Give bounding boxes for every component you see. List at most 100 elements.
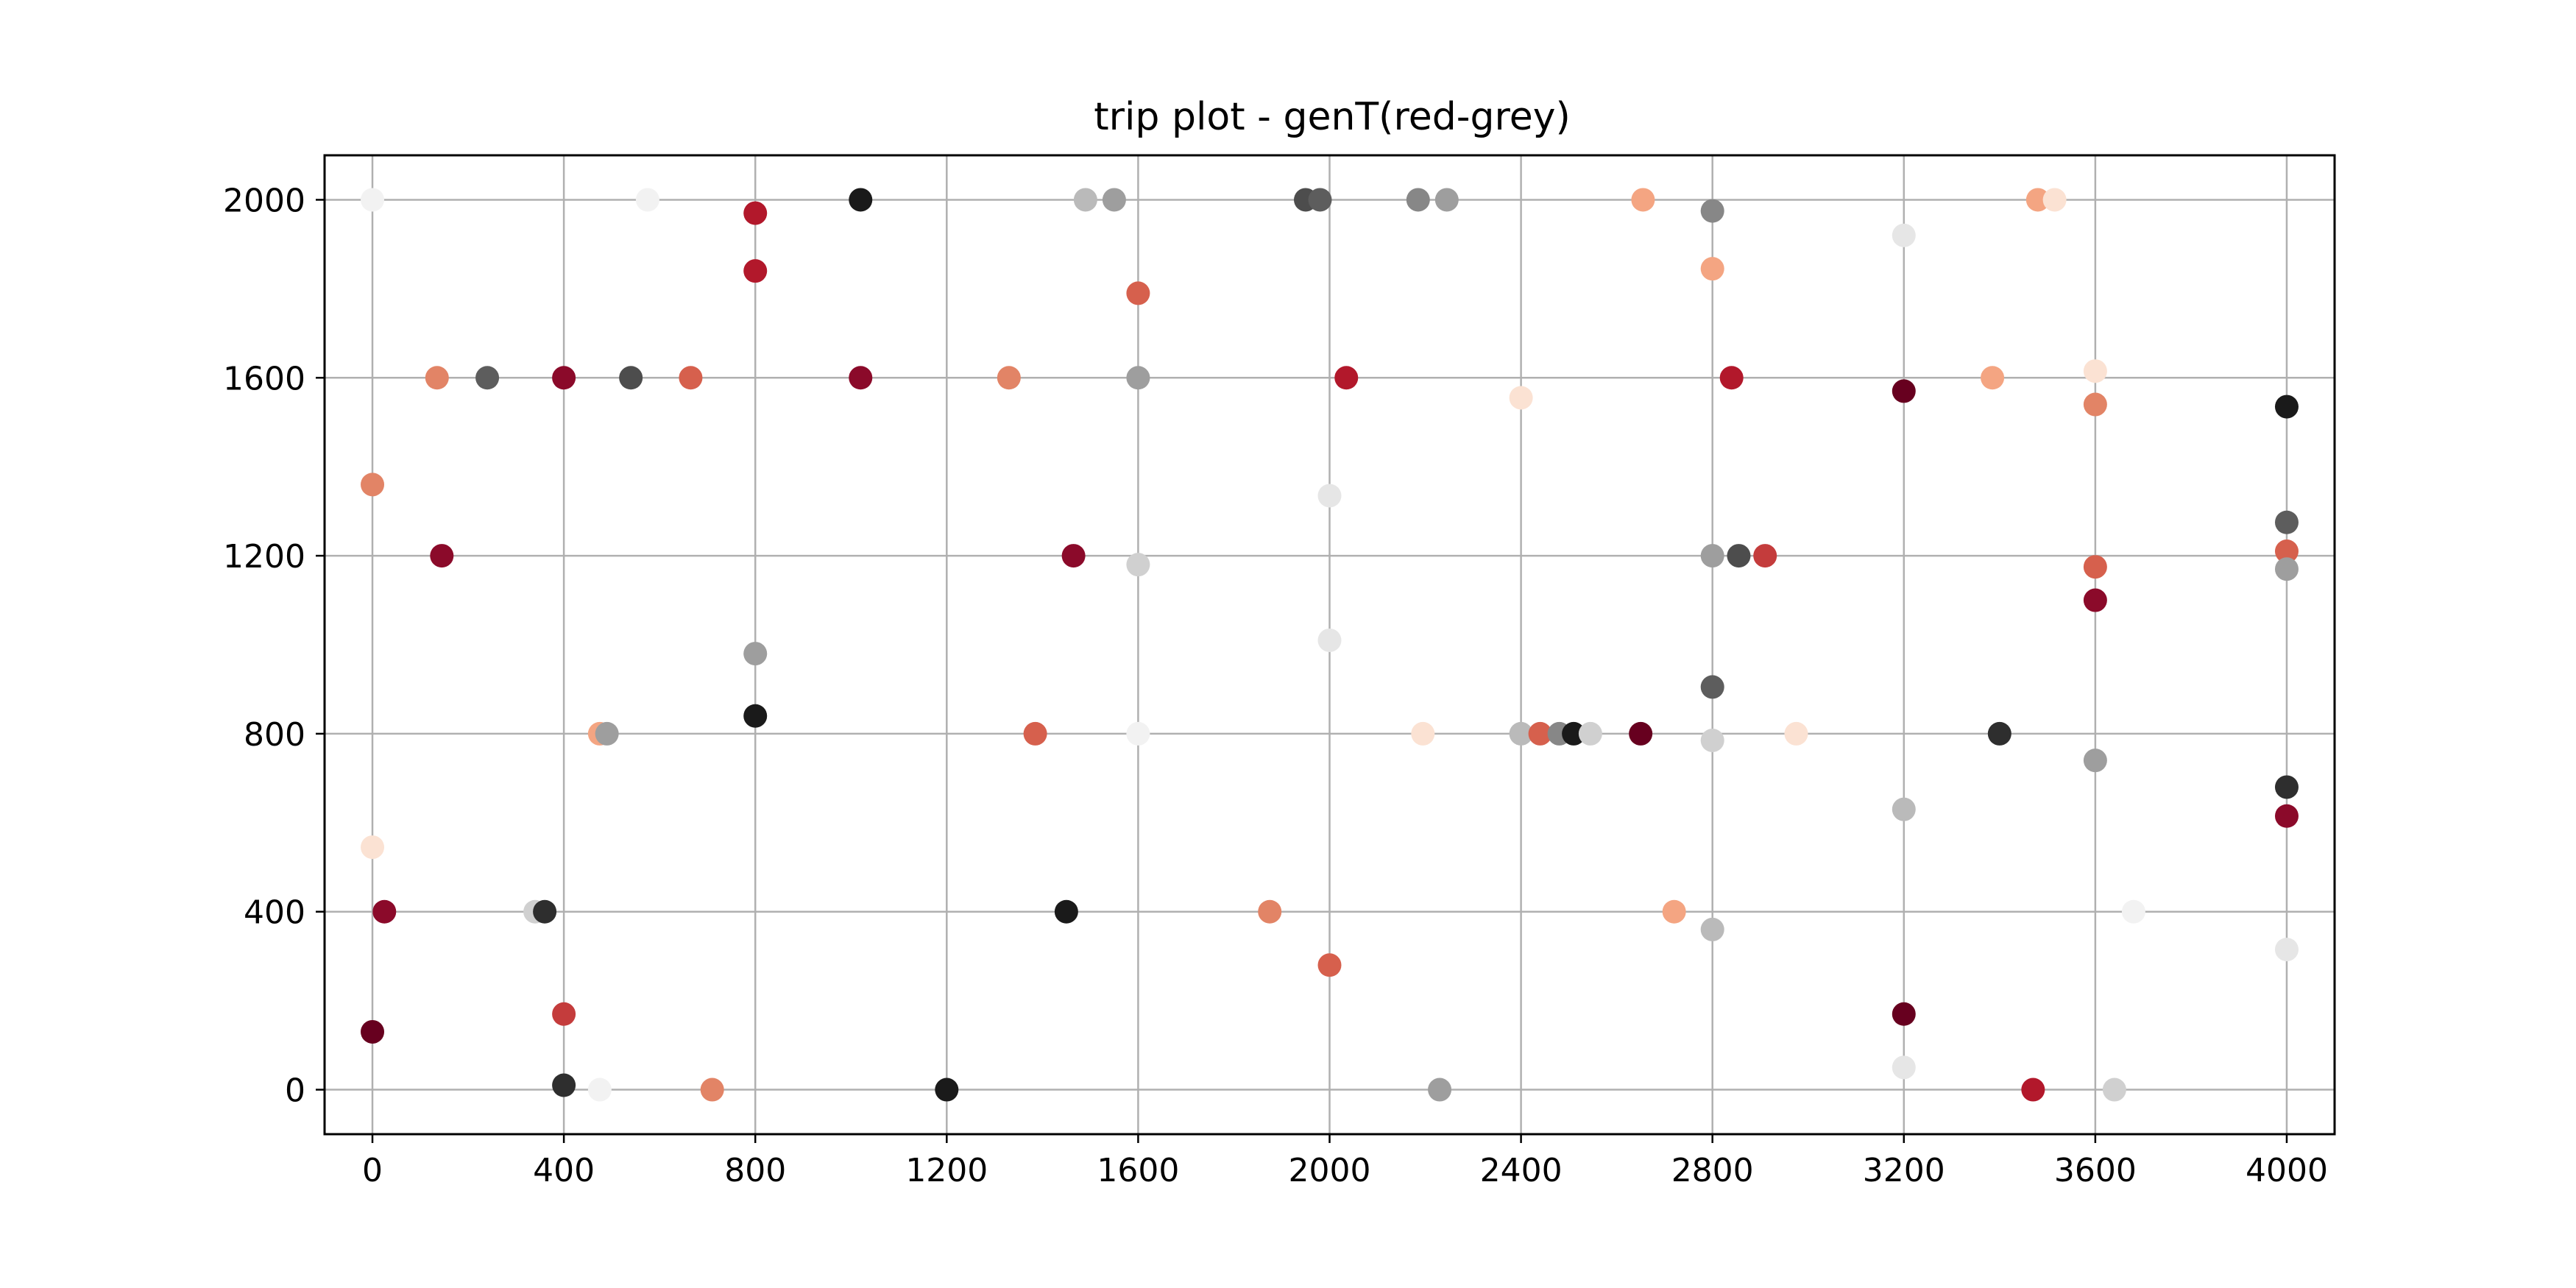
y-tick-label: 0 [285, 1072, 305, 1110]
x-tick-label: 2000 [1289, 1152, 1371, 1189]
scatter-point [1334, 366, 1359, 390]
scatter-point [2021, 1078, 2045, 1102]
scatter-point [619, 366, 643, 390]
scatter-point [2274, 394, 2299, 419]
scatter-point [372, 899, 397, 924]
scatter-point [1700, 675, 1724, 699]
y-tick-label: 1200 [223, 538, 305, 576]
scatter-point [1061, 544, 1086, 568]
scatter-point [1411, 721, 1435, 746]
scatter-point [1509, 721, 1533, 746]
scatter-point [1987, 721, 2011, 746]
scatter-point [1126, 366, 1150, 390]
scatter-point [743, 259, 768, 283]
scatter-point [1258, 899, 1282, 924]
scatter-point [2102, 1078, 2126, 1102]
scatter-point [1406, 188, 1430, 212]
scatter-point [2274, 510, 2299, 534]
scatter-point [1629, 721, 1653, 746]
scatter-point [1509, 386, 1533, 410]
scatter-point [2025, 188, 2050, 212]
scatter-point [2042, 188, 2067, 212]
scatter-point [1892, 1055, 1916, 1080]
scatter-point [1126, 281, 1150, 305]
scatter-point [2083, 588, 2107, 612]
scatter-point [849, 366, 873, 390]
scatter-point [1700, 199, 1724, 223]
scatter-point [1578, 721, 1602, 746]
scatter-point [700, 1078, 724, 1102]
scatter-point [1054, 899, 1078, 924]
scatter-point [587, 1078, 612, 1102]
scatter-point [361, 188, 385, 212]
scatter-point [1662, 899, 1686, 924]
scatter-point [1892, 223, 1916, 247]
scatter-point [361, 473, 385, 497]
scatter-point [1700, 728, 1724, 752]
scatter-point [2274, 775, 2299, 799]
scatter-point [425, 366, 449, 390]
scatter-point [743, 642, 768, 666]
y-tick-label: 2000 [223, 182, 305, 219]
x-tick-label: 4000 [2246, 1152, 2328, 1189]
scatter-point [635, 188, 659, 212]
scatter-point [430, 544, 454, 568]
scatter-point [849, 188, 873, 212]
chart-title: trip plot - genT(red-grey) [1094, 95, 1571, 139]
scatter-point [1023, 721, 1047, 746]
scatter-point [1892, 1002, 1916, 1026]
scatter-point [1308, 188, 1332, 212]
scatter-point [1719, 366, 1744, 390]
scatter-point [1126, 721, 1150, 746]
scatter-point [552, 366, 576, 390]
scatter-point [2274, 539, 2299, 564]
scatter-point [1073, 188, 1097, 212]
scatter-point [1631, 188, 1655, 212]
scatter-point [1892, 797, 1916, 821]
scatter-point [1753, 544, 1777, 568]
scatter-point [2274, 938, 2299, 962]
x-tick-label: 3600 [2054, 1152, 2137, 1189]
scatter-point [1317, 953, 1342, 977]
scatter-point [2083, 555, 2107, 579]
scatter-point [1784, 721, 1808, 746]
scatter-point [552, 1002, 576, 1026]
scatter-point [361, 835, 385, 860]
scatter-point [552, 1073, 576, 1097]
scatter-point [1317, 628, 1342, 652]
scatter-point [1317, 484, 1342, 508]
scatter-point [1700, 544, 1724, 568]
scatter-point [2083, 749, 2107, 773]
scatter-point [2083, 359, 2107, 383]
scatter-point [595, 721, 619, 746]
y-tick-label: 800 [244, 716, 305, 754]
x-tick-label: 800 [724, 1152, 786, 1189]
scatter-point [2274, 557, 2299, 581]
data-points [361, 188, 2299, 1102]
scatter-point [743, 704, 768, 728]
scatter-point [1434, 188, 1459, 212]
scatter-point [997, 366, 1021, 390]
scatter-point [1727, 544, 1751, 568]
scatter-point [1700, 257, 1724, 281]
x-tick-label: 2400 [1480, 1152, 1563, 1189]
scatter-point [2121, 899, 2145, 924]
scatter-point [1126, 553, 1150, 577]
scatter-point [1981, 366, 2005, 390]
x-tick-label: 3200 [1863, 1152, 1945, 1189]
scatter-point [743, 201, 768, 225]
y-tick-label: 1600 [223, 360, 305, 397]
scatter-point [475, 366, 500, 390]
x-tick-label: 0 [362, 1152, 383, 1189]
axis-ticks: 0 400 800 1200 1600 2000 2400 2800 3200 3600 4000 0… [223, 182, 2328, 1189]
scatter-point [1892, 379, 1916, 403]
scatter-point [2083, 392, 2107, 417]
scatter-point [1700, 917, 1724, 941]
scatter-point [1562, 721, 1586, 746]
y-tick-label: 400 [244, 894, 305, 932]
scatter-point [533, 899, 557, 924]
x-tick-label: 2800 [1671, 1152, 1754, 1189]
x-tick-label: 1200 [905, 1152, 988, 1189]
